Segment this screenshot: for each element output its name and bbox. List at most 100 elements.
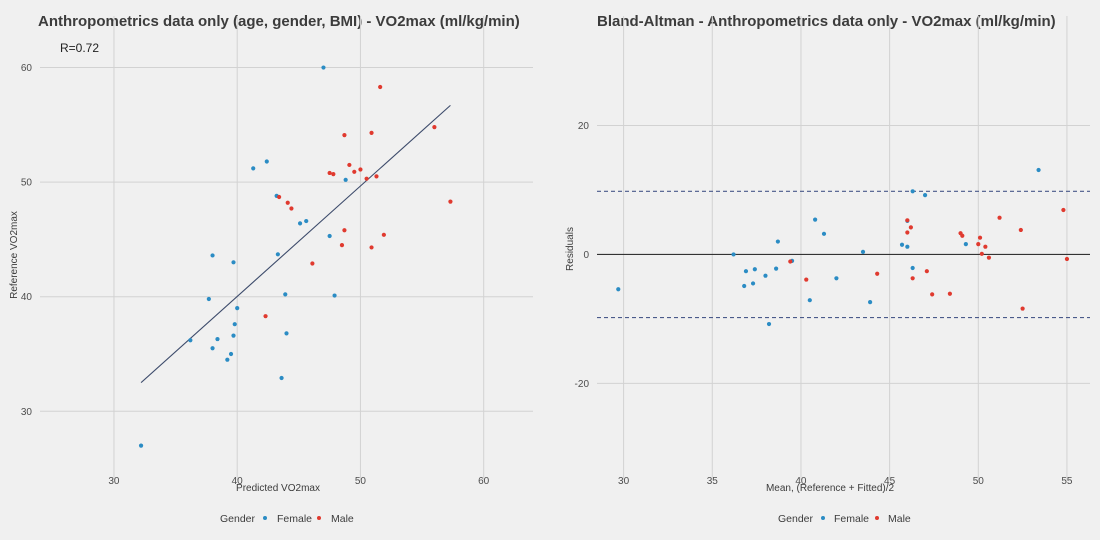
- data-point-male: [432, 125, 437, 130]
- data-point-female: [905, 244, 910, 249]
- data-point-female: [210, 346, 215, 351]
- data-point-female: [284, 331, 289, 336]
- data-point-female: [215, 336, 220, 342]
- legend-female-marker: [821, 516, 825, 520]
- data-point-male: [358, 167, 363, 172]
- data-point-male: [1061, 207, 1066, 213]
- data-point-male: [875, 271, 880, 276]
- data-point-male: [976, 242, 981, 247]
- data-point-female: [752, 267, 757, 272]
- data-point-male: [905, 230, 910, 235]
- data-point-female: [188, 338, 193, 343]
- x-axis-label: Predicted VO2max: [236, 483, 320, 494]
- data-point-female: [210, 253, 215, 258]
- data-point-male: [924, 269, 929, 274]
- data-point-male: [960, 233, 965, 238]
- data-point-male: [910, 276, 915, 281]
- data-point-female: [343, 177, 348, 182]
- legend-title: Gender: [220, 513, 256, 525]
- data-point-male: [997, 215, 1002, 220]
- data-point-male: [804, 277, 809, 282]
- x-tick-label: 40: [232, 476, 244, 487]
- data-point-female: [225, 357, 230, 362]
- x-axis-label: Mean, (Reference + Fitted)/2: [766, 483, 895, 494]
- data-point-female: [138, 443, 144, 448]
- legend-female-label: Female: [277, 513, 312, 525]
- x-tick-label: 60: [478, 476, 490, 487]
- data-point-female: [1036, 167, 1041, 173]
- legend: Gender Female Male: [220, 513, 354, 525]
- y-tick-label: 40: [21, 292, 33, 303]
- data-point-female: [807, 298, 812, 303]
- data-point-female: [922, 193, 928, 198]
- data-point-female: [231, 260, 236, 265]
- data-point-female: [731, 252, 736, 257]
- data-point-female: [235, 306, 240, 311]
- x-tick-label: 30: [108, 476, 120, 487]
- data-point-male: [277, 194, 282, 200]
- x-tick-label: 50: [973, 476, 985, 487]
- data-point-female: [275, 252, 280, 257]
- legend: Gender Female Male: [778, 513, 911, 525]
- data-point-male: [327, 170, 332, 176]
- data-point-male: [930, 292, 935, 297]
- regression-line: [140, 104, 451, 384]
- legend-female-marker: [263, 516, 267, 520]
- bland-altman-panel: Bland-Altman - Anthropometrics data only…: [565, 13, 1090, 525]
- data-point-male: [1018, 227, 1023, 233]
- data-point-female: [264, 159, 269, 164]
- chart-title: Bland-Altman - Anthropometrics data only…: [597, 13, 1056, 30]
- data-point-male: [378, 84, 383, 90]
- data-point-male: [986, 255, 992, 260]
- data-point-male: [374, 174, 379, 179]
- y-tick-label: 0: [583, 250, 589, 261]
- y-axis-label: Residuals: [565, 227, 576, 271]
- data-point-female: [910, 189, 915, 194]
- data-point-male: [947, 291, 953, 296]
- data-point-female: [283, 292, 288, 297]
- data-point-male: [310, 261, 315, 266]
- data-point-female: [304, 218, 309, 224]
- data-point-male: [347, 162, 352, 168]
- data-point-male: [369, 130, 374, 135]
- data-point-female: [766, 321, 772, 327]
- data-point-male: [289, 206, 294, 211]
- legend-title: Gender: [778, 513, 814, 525]
- data-point-female: [763, 273, 768, 278]
- x-tick-label: 50: [355, 476, 367, 487]
- legend-male-label: Male: [888, 513, 911, 525]
- data-point-female: [775, 239, 780, 244]
- y-tick-label: -20: [575, 379, 590, 390]
- data-point-male: [979, 251, 984, 256]
- data-point-male: [1020, 306, 1025, 311]
- data-point-female: [899, 242, 905, 247]
- y-tick-label: 60: [21, 63, 33, 74]
- data-point-male: [339, 243, 345, 248]
- y-tick-label: 30: [21, 407, 33, 418]
- data-point-male: [364, 176, 369, 181]
- data-point-male: [331, 172, 336, 177]
- data-point-female: [231, 333, 236, 338]
- correlation-annotation: R=0.72: [60, 41, 99, 55]
- data-point-female: [860, 249, 866, 254]
- legend-male-marker: [875, 516, 879, 520]
- data-point-male: [342, 133, 347, 138]
- data-point-male: [905, 218, 910, 223]
- data-point-female: [332, 293, 337, 298]
- data-point-female: [743, 269, 749, 274]
- data-point-male: [342, 228, 347, 233]
- data-point-female: [821, 231, 827, 236]
- x-tick-label: 30: [618, 476, 630, 487]
- data-point-male: [381, 232, 386, 237]
- data-point-female: [321, 65, 326, 70]
- data-point-female: [834, 276, 839, 281]
- data-point-female: [232, 322, 237, 327]
- data-point-female: [963, 242, 968, 247]
- data-point-male: [352, 169, 357, 174]
- data-point-male: [908, 225, 913, 230]
- y-tick-label: 20: [578, 121, 590, 132]
- data-point-female: [742, 283, 747, 289]
- data-point-female: [813, 217, 818, 222]
- data-point-female: [297, 221, 303, 226]
